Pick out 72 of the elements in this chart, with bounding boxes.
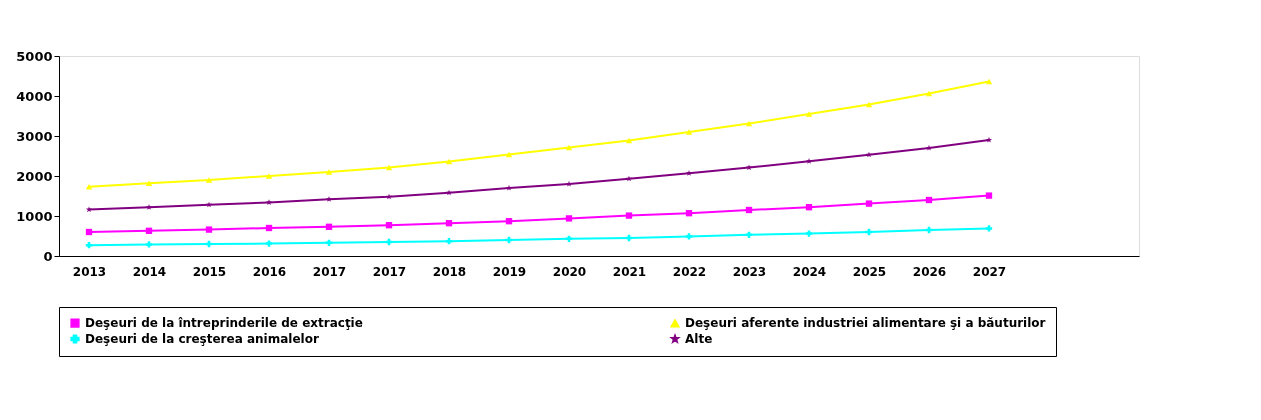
x-tick-label: 2017 [312,264,347,279]
x-tick-label: 2017 [372,264,407,279]
point [986,136,992,143]
point [985,192,993,199]
point [566,180,572,187]
legend-label: Alte [685,332,713,346]
x-tick-label: 2018 [432,264,467,279]
point [926,144,932,151]
point [205,177,213,183]
point [506,184,512,191]
point [745,120,753,127]
point [85,184,93,190]
point [925,196,933,204]
point [625,212,633,219]
point [505,151,513,158]
x-tick-label: 2025 [852,264,887,279]
point [925,90,933,97]
x-tick-label: 2013 [72,264,107,279]
y-tick-label: 3000 [16,128,53,144]
point [865,101,873,108]
point [265,240,273,247]
point [205,226,213,233]
y-tick-label: 4000 [16,88,53,104]
point [266,199,272,205]
y-tick-label: 1000 [16,208,53,224]
x-tick-label: 2020 [552,264,587,279]
point [146,204,152,210]
point [685,210,693,217]
point [265,173,273,179]
point [686,170,692,176]
legend-label: Deşeuri aferente industriei alimentare şi a băuturilor [685,316,1046,331]
x-tick-label: 2021 [612,264,647,279]
x-tick-label: 2024 [792,264,827,279]
point [445,158,453,165]
point [385,164,393,171]
point [565,215,573,222]
point [745,206,753,214]
point [806,158,812,164]
point [145,241,153,248]
point [145,227,153,234]
point [505,218,513,225]
point [265,224,273,232]
point [805,111,813,117]
x-tick-label: 2027 [972,264,1007,279]
x-tick-label: 2015 [192,264,227,279]
point [445,220,453,227]
point [385,222,393,229]
point [85,228,93,236]
point [326,196,332,202]
x-tick-label: 2014 [132,264,167,279]
point [865,200,873,207]
point [985,78,993,85]
legend-label: Deşeuri de la creşterea animalelor [85,332,319,346]
point [685,233,693,240]
point [145,180,153,186]
point [985,225,993,232]
x-tick-label: 2019 [492,264,527,279]
legend-label: Deşeuri de la întreprinderile de extracţie [85,316,363,331]
point [685,129,693,135]
point [805,230,813,237]
point [625,137,633,144]
x-tick-label: 2026 [912,264,947,279]
x-tick-label: 2022 [672,264,707,279]
point [805,204,813,211]
point [325,169,333,175]
x-tick-label: 2016 [252,264,287,279]
point [565,144,573,151]
point [325,223,333,230]
x-tick-label: 2023 [732,264,767,279]
y-tick-label: 5000 [16,48,53,64]
y-tick-label: 2000 [16,168,53,184]
y-tick-label: 0 [43,248,53,264]
